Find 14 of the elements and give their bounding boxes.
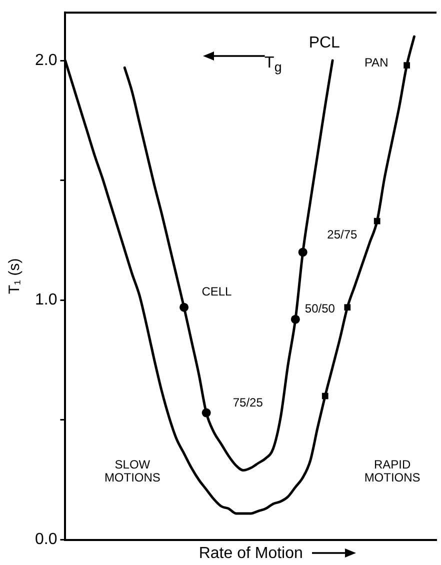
y-tick-label: 1.0 (34, 292, 58, 309)
annotation: 25/75 (327, 228, 358, 242)
annotation: PCL (308, 34, 340, 52)
annotation: PAN (364, 55, 388, 70)
annotation: T$_{g}$ (264, 54, 282, 75)
y-tick-label: 2.0 (34, 52, 58, 69)
annotation: 75/25 (232, 395, 263, 410)
annotation: RAPID MOTIONS (364, 458, 420, 484)
annotation: CELL (202, 284, 232, 299)
x-axis-title: Rate of Motion (198, 544, 303, 562)
y-axis-title: T₁ (s) (6, 258, 24, 294)
annotation: 50/50 (304, 302, 335, 316)
y-tick-label: 0.0 (34, 531, 58, 548)
annotation: SLOW MOTIONS (104, 458, 160, 484)
